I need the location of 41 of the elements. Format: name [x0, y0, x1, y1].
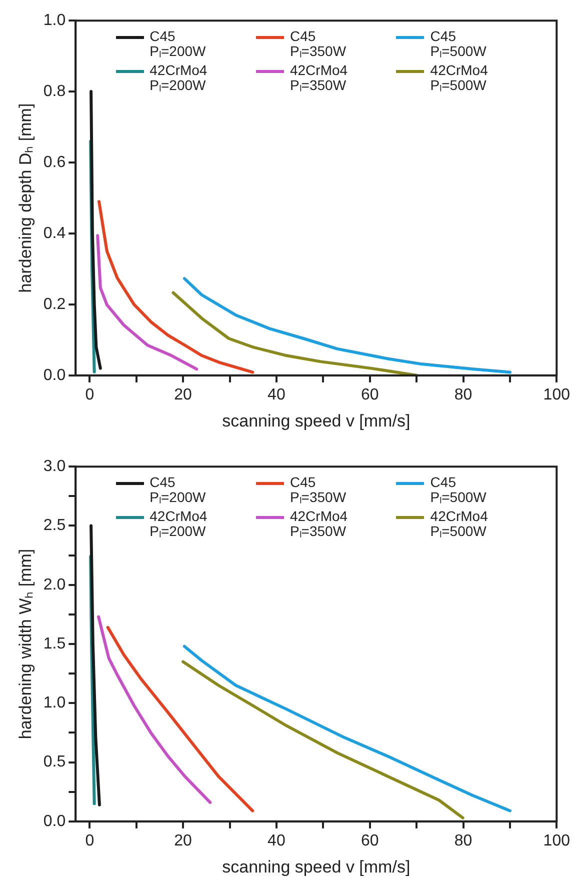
legend-label: 42CrMo4 Pₗ=200W — [150, 62, 208, 93]
x-tick-label: 0 — [85, 386, 94, 404]
x-axis-title: scanning speed v [mm/s] — [222, 411, 410, 430]
legend-label: 42CrMo4 Pₗ=350W — [290, 508, 348, 539]
legend-label: C45 Pₗ=200W — [150, 474, 206, 505]
y-tick-label: 0.2 — [43, 296, 66, 313]
legend-label: 42CrMo4 Pₗ=500W — [430, 62, 488, 93]
x-tick-label: 80 — [454, 386, 472, 404]
y-tick-label: 0.5 — [43, 754, 66, 771]
y-tick-label: 0.0 — [43, 366, 66, 384]
y-tick-label: 0.0 — [43, 812, 66, 830]
y-tick-label: 2.5 — [43, 517, 66, 534]
y-axis-title: hardening depth Dₕ [mm] — [16, 103, 35, 293]
y-tick-label: 1.0 — [43, 694, 66, 712]
x-tick-label: 60 — [360, 832, 379, 850]
y-axis-title: hardening width Wₕ [mm] — [16, 548, 35, 740]
legend-label: C45 Pₗ=500W — [430, 474, 486, 505]
y-tick-label: 0.6 — [43, 154, 66, 171]
legend-label: C45 Pₗ=350W — [290, 28, 346, 59]
x-tick-label: 40 — [268, 832, 286, 850]
x-tick-label: 0 — [85, 832, 94, 850]
y-tick-label: 1.0 — [43, 12, 66, 30]
x-tick-label: 60 — [360, 386, 379, 404]
legend-label: C45 Pₗ=500W — [430, 28, 486, 59]
y-tick-label: 2.0 — [43, 576, 66, 594]
x-tick-label: 100 — [543, 386, 570, 404]
x-tick-label: 100 — [543, 832, 570, 850]
x-tick-label: 40 — [268, 386, 286, 404]
y-tick-label: 0.4 — [43, 224, 66, 242]
x-tick-label: 20 — [174, 832, 192, 850]
x-tick-label: 20 — [174, 386, 192, 404]
y-tick-label: 3.0 — [43, 458, 66, 476]
legend-label: C45 Pₗ=350W — [290, 474, 346, 505]
legend-label: 42CrMo4 Pₗ=350W — [290, 62, 348, 93]
legend-label: C45 Pₗ=200W — [150, 28, 206, 59]
x-axis-title: scanning speed v [mm/s] — [222, 857, 410, 876]
legend-label: 42CrMo4 Pₗ=500W — [430, 508, 488, 539]
y-tick-label: 1.5 — [43, 635, 66, 652]
legend-label: 42CrMo4 Pₗ=200W — [150, 508, 208, 539]
y-tick-label: 0.8 — [43, 82, 66, 100]
x-tick-label: 80 — [454, 832, 472, 850]
